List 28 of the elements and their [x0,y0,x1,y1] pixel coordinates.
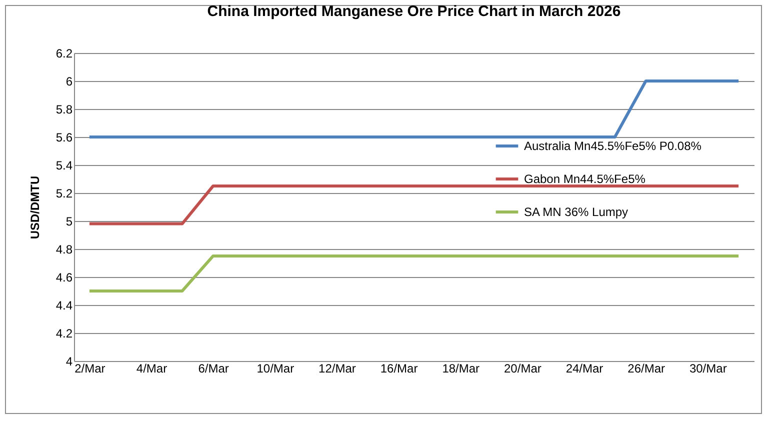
x-tick-label: 12/Mar [318,362,356,376]
y-tick-label: 4.8 [56,242,73,256]
y-tick-label: 4.2 [56,326,73,340]
y-tick-label: 5.2 [56,186,73,200]
y-axis-title: USD/DMTU [28,176,42,240]
x-tick-label: 6/Mar [198,362,229,376]
chart-title: China Imported Manganese Ore Price Chart in March 2026 [207,3,621,20]
x-tick-label: 30/Mar [689,362,727,376]
x-tick-label: 2/Mar [74,362,106,376]
x-tick-label: 20/Mar [504,362,542,376]
y-tick-label: 5.4 [56,158,73,172]
x-tick-label: 16/Mar [380,362,418,376]
y-tick-label: 4 [66,354,73,368]
legend-label: Gabon Mn44.5%Fe5% [524,172,646,186]
y-tick-label: 6 [66,74,73,88]
y-tick-label: 5 [66,214,73,228]
y-tick-label: 6.2 [56,46,73,60]
x-tick-label: 4/Mar [136,362,168,376]
x-tick-label: 26/Mar [628,362,665,376]
y-tick-label: 4.4 [56,298,73,312]
y-tick-label: 5.6 [56,130,73,144]
x-tick-label: 10/Mar [256,362,294,376]
legend-label: SA MN 36% Lumpy [524,205,628,219]
legend-label: Australia Mn45.5%Fe5% P0.08% [524,139,702,153]
y-tick-label: 4.6 [56,270,73,284]
x-tick-label: 18/Mar [442,362,480,376]
x-tick-label: 24/Mar [566,362,604,376]
y-tick-label: 5.8 [56,102,73,116]
